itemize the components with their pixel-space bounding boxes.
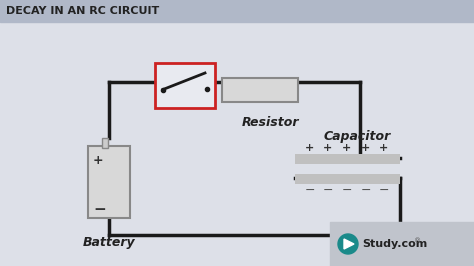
Text: −: − xyxy=(323,184,333,197)
Text: +: + xyxy=(379,143,389,153)
Text: Battery: Battery xyxy=(82,236,135,249)
Bar xyxy=(102,138,108,148)
Text: ®: ® xyxy=(414,238,421,244)
Bar xyxy=(155,63,215,108)
Text: −: − xyxy=(379,184,389,197)
Text: +: + xyxy=(323,143,333,153)
Text: DECAY IN AN RC CIRCUIT: DECAY IN AN RC CIRCUIT xyxy=(6,6,159,16)
Text: +: + xyxy=(342,143,352,153)
Text: −: − xyxy=(93,202,106,218)
Bar xyxy=(0,0,474,22)
Text: +: + xyxy=(361,143,371,153)
Text: Resistor: Resistor xyxy=(241,116,299,129)
Bar xyxy=(330,222,474,266)
Text: −: − xyxy=(342,184,352,197)
Bar xyxy=(295,154,400,164)
Bar xyxy=(295,174,400,184)
Bar xyxy=(222,78,298,102)
Text: +: + xyxy=(93,153,104,167)
Polygon shape xyxy=(344,239,354,249)
Text: −: − xyxy=(361,184,371,197)
Bar xyxy=(88,146,130,218)
Text: +: + xyxy=(305,143,315,153)
Text: −: − xyxy=(305,184,315,197)
Text: Capacitor: Capacitor xyxy=(323,130,391,143)
Text: Study.com: Study.com xyxy=(362,239,427,249)
Circle shape xyxy=(338,234,358,254)
